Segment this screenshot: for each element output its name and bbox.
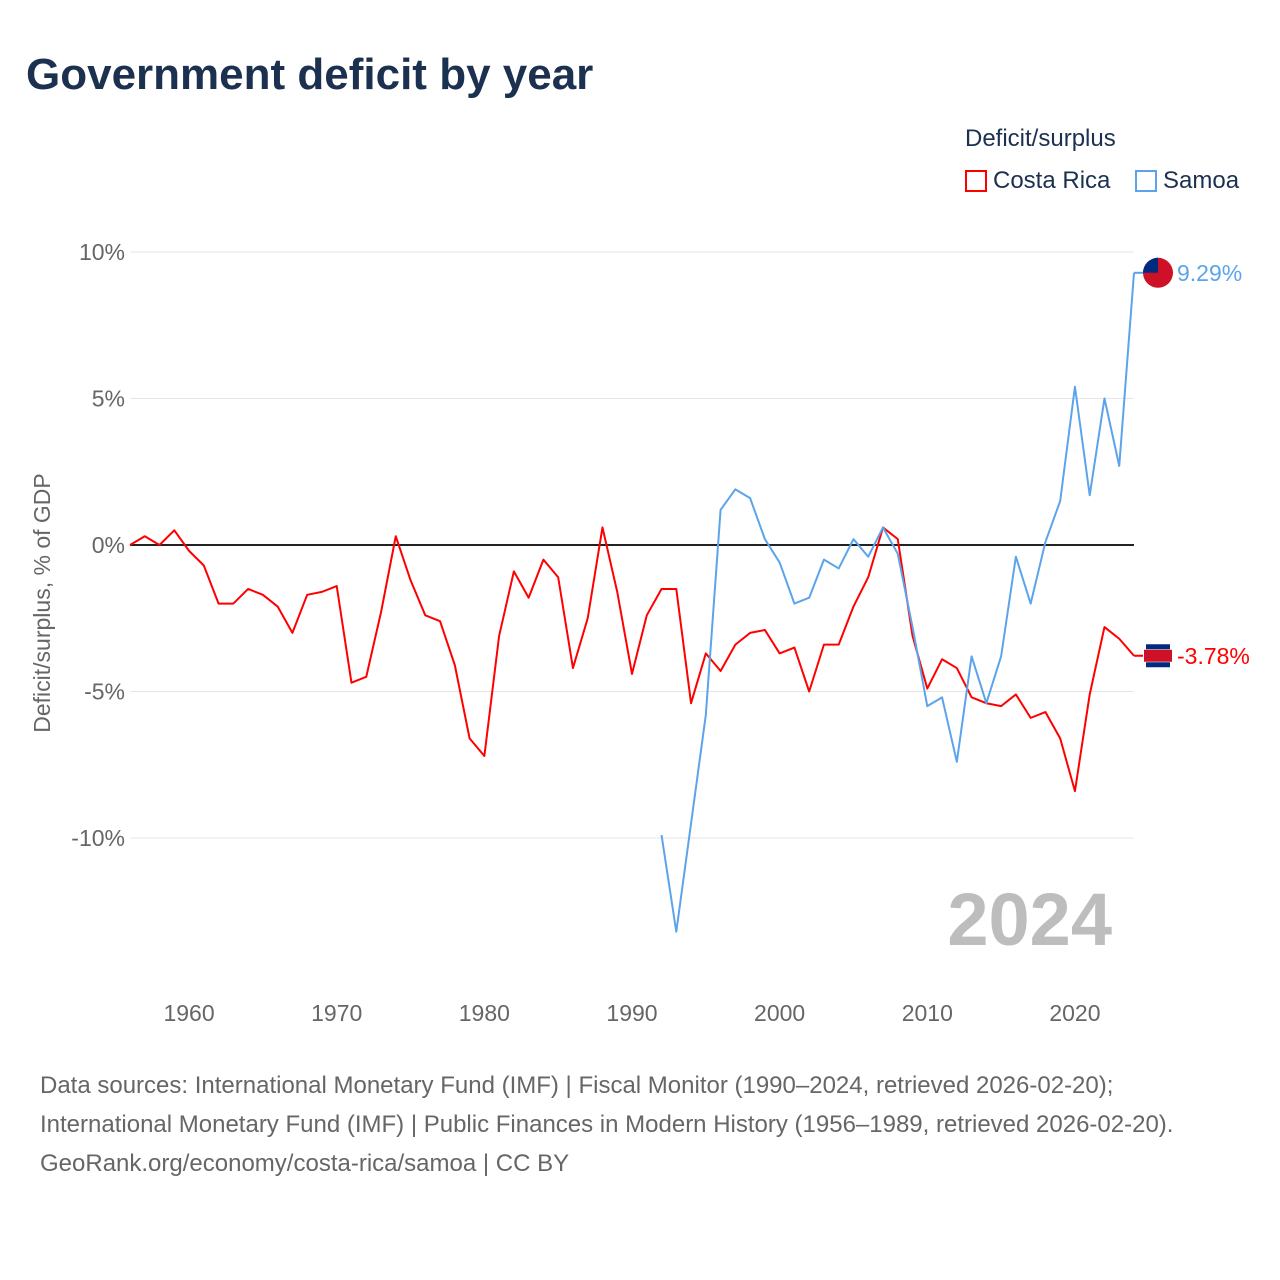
x-tick-label: 1970 — [311, 1000, 362, 1026]
y-tick-label: -10% — [71, 825, 125, 851]
flag-blue — [1146, 644, 1170, 668]
legend-item-samoa[interactable]: Samoa — [1135, 167, 1239, 195]
chart-title: Government deficit by year — [26, 50, 594, 99]
legend-label: Samoa — [1163, 167, 1240, 194]
end-value-label-samoa: 9.29% — [1177, 260, 1242, 286]
data-sources-text: Data sources: International Monetary Fun… — [40, 1072, 1174, 1138]
x-tick-label: 1960 — [163, 1000, 214, 1026]
legend-item-costa-rica[interactable]: Costa Rica — [965, 167, 1110, 195]
series-line-costa-rica — [129, 526, 1135, 793]
x-tick-label: 2020 — [1049, 1000, 1100, 1026]
y-tick-label: 5% — [92, 386, 125, 412]
x-tick-label: 2010 — [902, 1000, 953, 1026]
line-chart: 10% 5% 0% -5% -10% 1960 1970 1980 1990 2000 2010 20… — [29, 239, 1250, 1026]
legend-swatch-costa-rica — [965, 170, 987, 192]
y-tick-label: 0% — [92, 532, 125, 558]
series-line-samoa — [660, 272, 1135, 933]
legend-swatch-samoa — [1135, 170, 1157, 192]
end-value-label-costa-rica: -3.78% — [1177, 643, 1250, 669]
x-tick-label: 1980 — [459, 1000, 510, 1026]
year-watermark: 2024 — [947, 878, 1112, 961]
y-tick-label: 10% — [79, 239, 125, 265]
flag-stripe — [1144, 649, 1172, 662]
x-tick-label: 1990 — [606, 1000, 657, 1026]
sources: Data sources: International Monetary Fun… — [40, 1066, 1240, 1183]
y-axis-label: Deficit/surplus, % of GDP — [29, 473, 55, 732]
flag-canton — [1143, 257, 1158, 273]
y-tick-label: -5% — [84, 679, 125, 705]
legend-label: Costa Rica — [993, 167, 1111, 194]
legend-title: Deficit/surplus — [965, 125, 1116, 152]
x-tick-label: 2000 — [754, 1000, 805, 1026]
credit-link[interactable]: GeoRank.org/economy/costa-rica/samoa | C… — [40, 1150, 570, 1177]
flag-samoa-icon — [1143, 257, 1173, 288]
flag-costa-rica-icon — [1143, 640, 1173, 671]
